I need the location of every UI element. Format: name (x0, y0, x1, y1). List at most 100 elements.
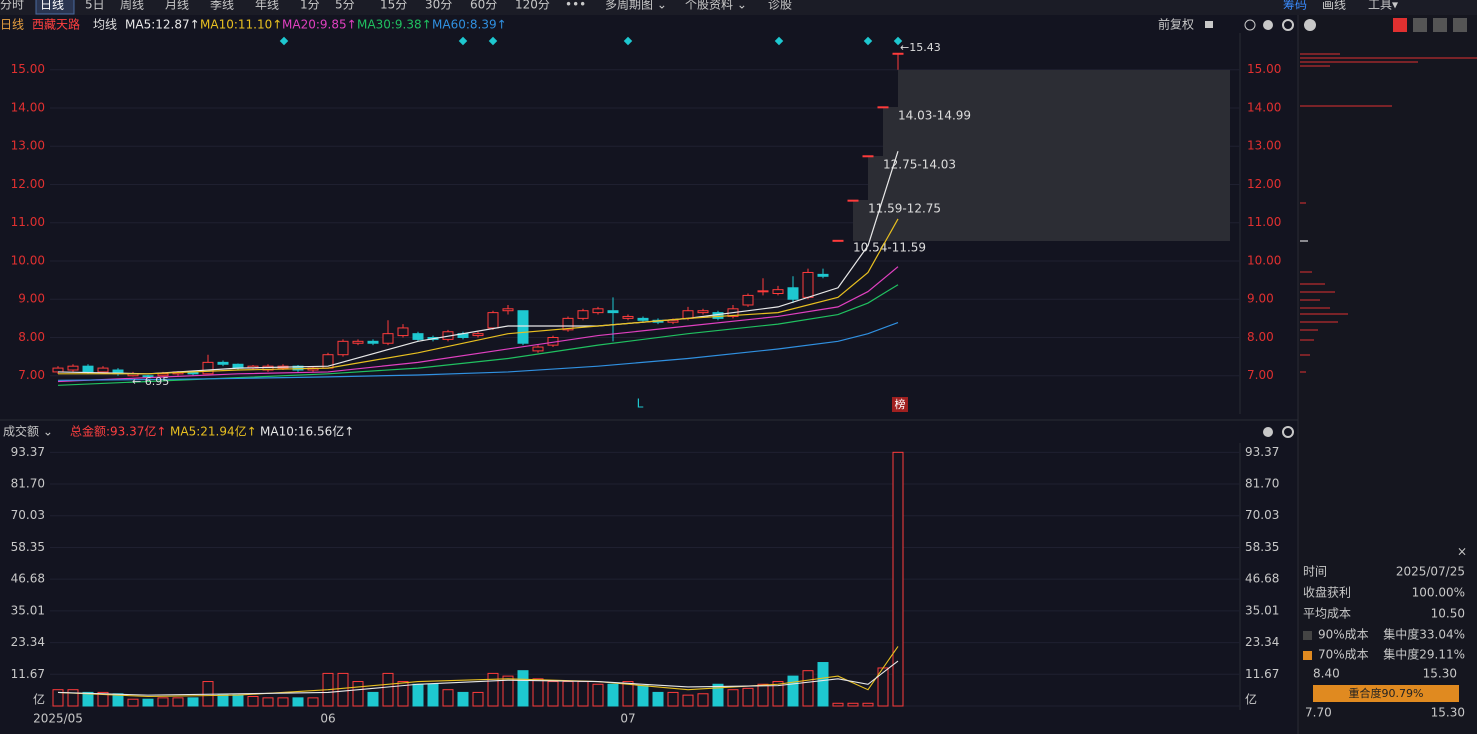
volume-bar (292, 697, 304, 707)
candle-body (892, 52, 904, 55)
volume-bar (742, 687, 754, 707)
y-tick-label: 46.68 (11, 572, 45, 586)
close-panel[interactable]: × (1457, 545, 1467, 559)
chip-distribution (1300, 53, 1477, 373)
y-tick-label: 7.00 (18, 368, 45, 382)
candle-body (757, 290, 769, 293)
candle-body (862, 155, 874, 158)
legend-entry: MA20:9.85↑ (282, 18, 357, 32)
view-icon[interactable] (1413, 18, 1427, 32)
y-tick-label: 11.67 (1245, 667, 1279, 681)
y-tick-label: 13.00 (11, 139, 45, 153)
y-tick-label: 9.00 (1247, 292, 1274, 306)
toolbar-tab[interactable]: 30分 (425, 0, 452, 12)
volume-bar (172, 697, 184, 707)
volume-bar (232, 694, 244, 707)
volume-summary: 总金额:93.37亿↑ (70, 424, 166, 439)
volume-bar (487, 672, 499, 707)
panel-title[interactable]: 成交额 ⌄ (3, 424, 53, 439)
y-tick-label: 11.00 (11, 215, 45, 229)
minus-icon[interactable] (1263, 20, 1273, 30)
candle-body (337, 340, 349, 356)
toolbar-tab[interactable]: 个股资料 ⌄ (685, 0, 747, 12)
volume-bar (802, 670, 814, 707)
candle-body (157, 373, 169, 377)
toolbar-tab[interactable]: 年线 (255, 0, 279, 12)
toolbar-tab[interactable]: 周线 (120, 0, 144, 12)
volume-bar (82, 691, 94, 707)
candle-body (742, 294, 754, 306)
toolbar-tab[interactable]: 分时 (0, 0, 24, 12)
ma-line (57, 151, 899, 375)
candle-body (202, 361, 214, 375)
y-tick-label: 81.70 (1245, 477, 1279, 491)
toolbar-right[interactable]: 工具▾ (1368, 0, 1398, 12)
view-icon[interactable] (1393, 18, 1407, 32)
legend-entry: MA10:11.10↑ (200, 18, 282, 32)
volume-bar (412, 683, 424, 707)
range-label: 14.03-14.99 (898, 109, 971, 123)
candle-body (802, 271, 814, 298)
settings-icon[interactable] (1282, 426, 1294, 438)
overlap-label: 重合度90.79% (1349, 686, 1424, 700)
settings-icon[interactable] (1282, 19, 1294, 31)
marker-box (892, 397, 908, 412)
event-diamond[interactable] (458, 36, 468, 46)
event-diamond[interactable] (279, 36, 289, 46)
toolbar-right[interactable]: 画线 (1322, 0, 1346, 12)
toolbar-tab[interactable]: 季线 (210, 0, 234, 12)
help-icon[interactable] (1304, 19, 1316, 31)
range-high: 15.30 (1431, 706, 1465, 720)
y-tick-label: 93.37 (11, 445, 45, 459)
candle-body (487, 312, 499, 329)
toolbar-tab[interactable]: 60分 (470, 0, 497, 12)
legend-entry: MA30:9.38↑ (357, 18, 432, 32)
candle-body (67, 365, 79, 371)
volume-bar (712, 683, 724, 707)
view-icon[interactable] (1433, 18, 1447, 32)
ma-line (58, 218, 899, 375)
event-diamond[interactable] (488, 36, 498, 46)
ma-line (57, 322, 899, 381)
band-value: 集中度29.11% (1383, 647, 1465, 662)
volume-bar (682, 694, 694, 707)
y-tick-label: 10.00 (1247, 253, 1281, 267)
toolbar-tab[interactable]: 月线 (165, 0, 189, 12)
toolbar-tab[interactable]: 多周期图 ⌄ (605, 0, 667, 12)
toolbar-tab[interactable]: 诊股 (768, 0, 792, 12)
toolbar-tab[interactable]: 1分 (300, 0, 320, 12)
y-tick-label: 12.00 (11, 177, 45, 191)
y-tick-label: 8.00 (1247, 330, 1274, 344)
y-tick-label: 亿 (33, 692, 45, 707)
x-tick-label: 06 (320, 712, 335, 726)
info-label: 平均成本 (1303, 607, 1351, 621)
volume-bar (727, 689, 739, 707)
volume-bar (502, 675, 514, 707)
y-tick-label: 11.00 (1247, 215, 1281, 229)
zoom-icon[interactable] (1244, 19, 1256, 31)
volume-bar (97, 691, 109, 707)
toolbar-tab[interactable]: 120分 (515, 0, 550, 12)
toolbar-tab[interactable]: ••• (565, 0, 586, 12)
toolbar-tab[interactable]: 5日 (85, 0, 105, 12)
y-tick-label: 46.68 (1245, 572, 1279, 586)
candle-body (517, 310, 529, 344)
toolbar-right[interactable]: 筹码 (1283, 0, 1307, 12)
close-icon[interactable] (1263, 427, 1273, 437)
candle-body (832, 239, 844, 242)
legend-entry: MA5:12.87↑ (125, 18, 200, 32)
toolbar-tab[interactable]: 5分 (335, 0, 355, 12)
volume-bar (547, 681, 559, 707)
candle-body (787, 287, 799, 300)
y-tick-label: 23.34 (1245, 635, 1279, 649)
y-tick-label: 35.01 (1245, 603, 1279, 617)
y-tick-label: 12.00 (1247, 177, 1281, 191)
range-label: 12.75-14.03 (883, 158, 956, 172)
toolbar-tab[interactable]: 日线 (40, 0, 64, 12)
lock-icon[interactable] (1205, 21, 1213, 28)
toolbar-tab[interactable]: 15分 (380, 0, 407, 12)
volume-bar (397, 681, 409, 707)
view-icon[interactable] (1453, 18, 1467, 32)
adjust-mode[interactable]: 前复权 (1158, 17, 1194, 32)
y-tick-label: 70.03 (1245, 508, 1279, 522)
